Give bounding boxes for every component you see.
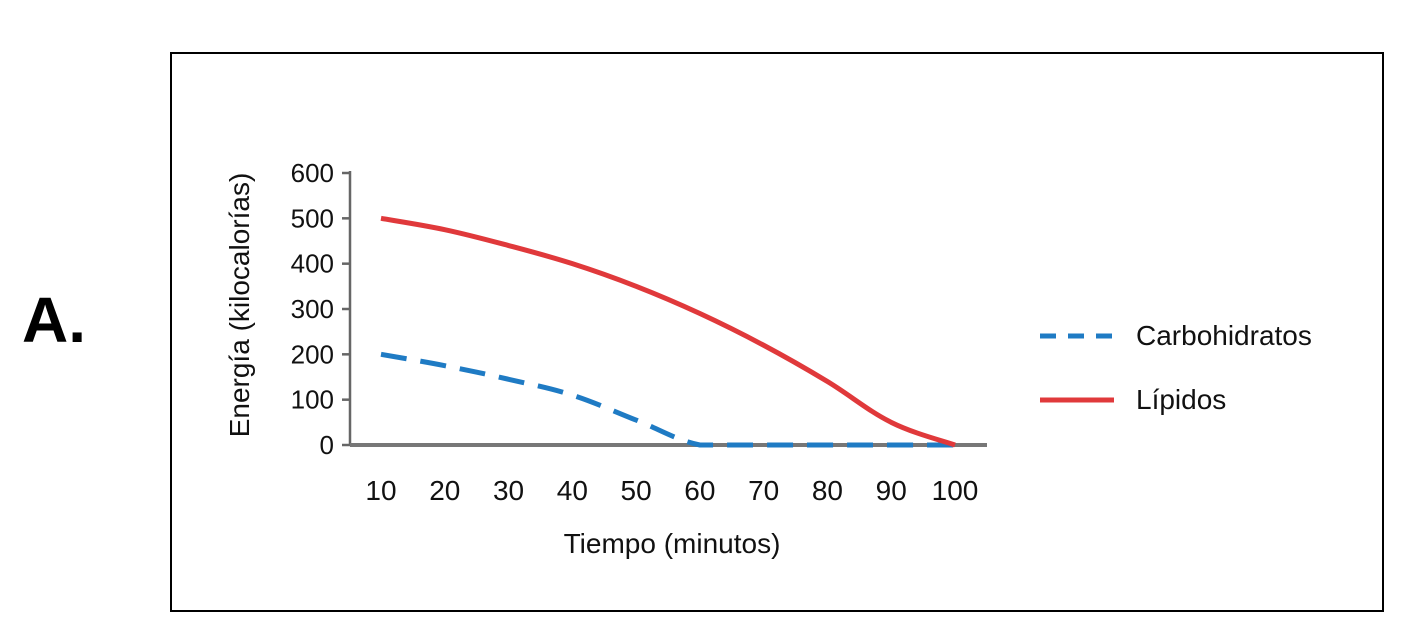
- x-tick-label: 80: [812, 475, 843, 506]
- x-tick-label: 90: [876, 475, 907, 506]
- panel-label: A.: [22, 284, 86, 356]
- chart-frame: [170, 52, 1384, 612]
- y-tick-label: 0: [320, 430, 334, 460]
- y-tick-label: 500: [291, 203, 334, 233]
- y-tick-label: 300: [291, 294, 334, 324]
- series-line-carbohidratos: [380, 351, 955, 448]
- y-tick-label: 400: [291, 249, 334, 279]
- legend-label: Carbohidratos: [1136, 320, 1312, 351]
- y-tick-label: 200: [291, 339, 334, 369]
- x-tick-label: 100: [932, 475, 979, 506]
- chart-axes: 0 100 200 300 400 500 600 10 20 30 40 50 60 70 80 90 100: [291, 158, 987, 506]
- y-axis-label: Energía (kilocalorías): [224, 173, 255, 438]
- chart-legend: Carbohidratos Lípidos: [1040, 320, 1312, 415]
- x-tick-label: 10: [365, 475, 396, 506]
- legend-label: Lípidos: [1136, 384, 1226, 415]
- x-tick-label: 40: [557, 475, 588, 506]
- x-tick-label: 60: [684, 475, 715, 506]
- chart-series: [380, 215, 956, 448]
- x-tick-label: 50: [621, 475, 652, 506]
- series-line-lípidos: [380, 215, 956, 448]
- y-tick-label: 600: [291, 158, 334, 188]
- x-tick-label: 70: [748, 475, 779, 506]
- y-tick-label: 100: [291, 385, 334, 415]
- x-tick-label: 20: [429, 475, 460, 506]
- x-axis-label: Tiempo (minutos): [564, 528, 781, 559]
- x-tick-label: 30: [493, 475, 524, 506]
